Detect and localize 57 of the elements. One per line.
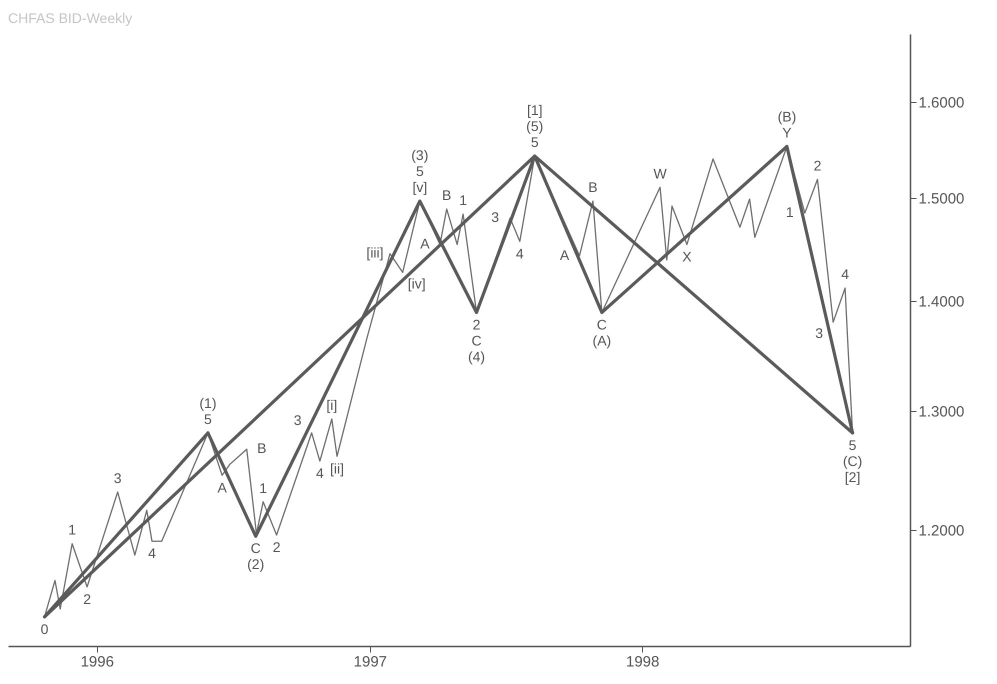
annotation: A xyxy=(560,246,570,263)
annotation: (1) xyxy=(199,394,217,411)
annotation: C xyxy=(250,540,261,556)
annotation: C xyxy=(471,332,482,348)
annotation: B xyxy=(442,187,452,204)
annotation: 3 xyxy=(294,412,302,428)
annotation: 0 xyxy=(40,620,49,637)
y-tick-label: 1.3000 xyxy=(918,403,964,420)
y-tick-label: 1.4000 xyxy=(918,293,964,310)
x-tick-label: 1997 xyxy=(354,654,388,670)
x-tick-label: 1998 xyxy=(626,654,660,670)
annotation: 1 xyxy=(259,480,268,496)
annotation: B xyxy=(257,440,266,456)
annotation: A xyxy=(217,479,228,496)
annotation: [i] xyxy=(326,397,338,414)
y-tick-label: 1.6000 xyxy=(918,94,964,112)
annotation: (2) xyxy=(247,556,264,572)
annotation: [ii] xyxy=(330,460,344,476)
annotation: [v] xyxy=(412,179,428,196)
annotation: [iv] xyxy=(408,275,426,292)
y-tick-label: 1.5000 xyxy=(918,190,964,208)
annotation: (5) xyxy=(526,118,544,134)
annotation: 5 xyxy=(204,410,212,427)
annotation: Y xyxy=(782,124,792,140)
annotation: 2 xyxy=(272,539,281,556)
annotation: 3 xyxy=(114,470,122,486)
chart-title: CHFAS BID-Weekly xyxy=(8,10,132,26)
annotation: [2] xyxy=(844,468,860,485)
annotation: 4 xyxy=(516,245,524,262)
annotation: 3 xyxy=(815,325,824,342)
annotation: X xyxy=(682,248,692,264)
annotation: (3) xyxy=(411,147,428,164)
annotation: 5 xyxy=(530,134,539,150)
annotation: (A) xyxy=(592,332,612,348)
annotation: 2 xyxy=(83,590,92,607)
annotation: 1 xyxy=(459,192,468,208)
x-tick-label: 1996 xyxy=(80,654,114,670)
annotation: 2 xyxy=(814,157,822,174)
annotation: W xyxy=(653,165,668,182)
annotation: 2 xyxy=(472,316,481,332)
annotation: C xyxy=(596,316,607,332)
annotation: B xyxy=(588,179,598,196)
annotation: (B) xyxy=(778,108,796,124)
annotation: [iii] xyxy=(366,244,384,261)
annotation: 5 xyxy=(848,436,857,453)
annotation: 4 xyxy=(316,465,324,482)
annotation: (C) xyxy=(842,452,862,469)
annotation: 4 xyxy=(148,545,156,562)
annotation: (4) xyxy=(468,348,486,364)
annotation: A xyxy=(420,235,430,252)
annotation: 5 xyxy=(416,163,424,180)
annotation: 1 xyxy=(68,522,76,538)
annotation: 1 xyxy=(786,204,794,220)
y-tick-label: 1.2000 xyxy=(918,522,964,540)
annotation: 4 xyxy=(841,266,850,282)
annotation: [1] xyxy=(526,102,543,118)
annotation: 3 xyxy=(491,209,500,226)
